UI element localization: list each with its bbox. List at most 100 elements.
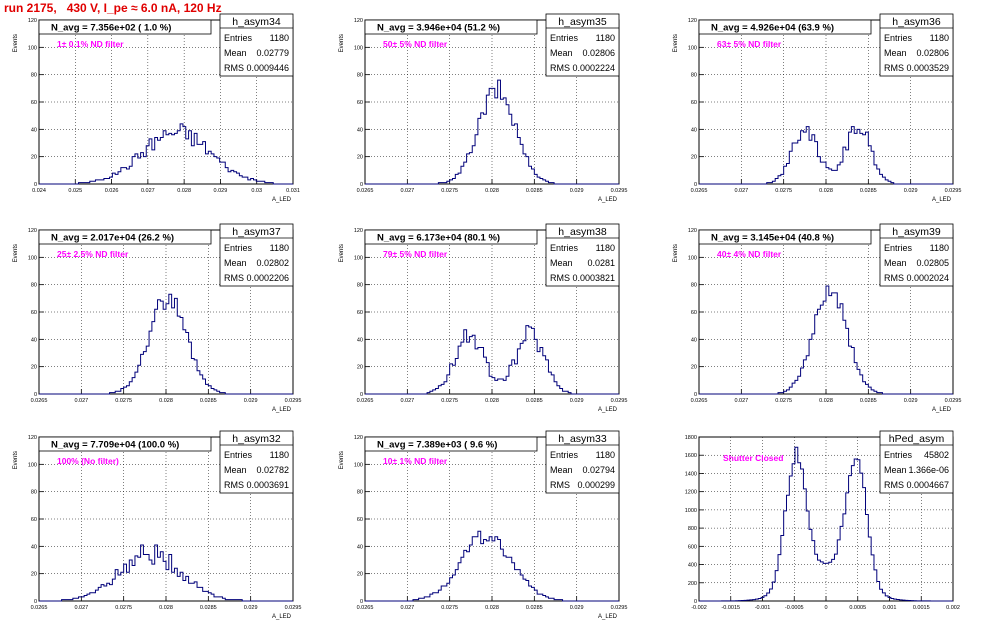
x-tick-label: 0.0005 — [849, 605, 866, 611]
histogram-panel-h_asym37: 0.0265 0.027 0.0275 0.028 0.0285 0.029 0.0295 0… — [13, 223, 302, 413]
stats-box: h_asym39 Entries 1180 Mean 0.02805 RMS 0.00020… — [879, 223, 954, 287]
x-tick-label: 0.0295 — [611, 188, 628, 194]
x-tick-label: 0.029 — [904, 188, 918, 194]
x-tick-label: 0.029 — [244, 605, 258, 611]
filter-annotation: 10± 1% ND filter — [383, 456, 448, 466]
x-axis-title: A_LED — [598, 407, 618, 413]
x-tick-label: -0.0015 — [721, 605, 740, 611]
stat-value-mean: 1.366e-06 — [908, 465, 949, 475]
navg-box: N_avg = 6.173e+04 (80.1 %) — [364, 229, 538, 245]
navg-box: N_avg = 3.946e+04 (51.2 %) — [364, 19, 538, 35]
y-tick-label: 800 — [688, 526, 697, 532]
y-tick-label: 40 — [31, 544, 37, 550]
stat-value-mean: 0.02806 — [582, 48, 615, 58]
stat-label: Entries — [884, 450, 913, 460]
stat-label: Entries — [550, 33, 579, 43]
navg-text: N_avg = 7.356e+02 ( 1.0 %) — [51, 23, 171, 34]
y-axis-title: Events — [339, 34, 345, 52]
x-tick-label: 0.031 — [286, 188, 300, 194]
x-tick-label: 0.029 — [244, 398, 258, 404]
y-tick-label: 0 — [34, 599, 37, 605]
y-axis-title: Events — [13, 451, 19, 469]
stat-label: Entries — [224, 243, 253, 253]
x-axis-title: A_LED — [272, 407, 292, 413]
stat-value-rms: 0.0003691 — [246, 480, 289, 490]
histogram-panel-h_asym32: 0.0265 0.027 0.0275 0.028 0.0285 0.029 0.0295 0… — [13, 430, 301, 620]
navg-box: N_avg = 3.145e+04 (40.8 %) — [698, 229, 872, 245]
y-tick-label: 100 — [28, 45, 37, 51]
stat-value-entries: 45802 — [924, 450, 949, 460]
stats-box: h_asym32 Entries 1180 Mean 0.02782 RMS 0.00036… — [219, 430, 294, 494]
x-tick-label: 0.0285 — [526, 188, 543, 194]
y-tick-label: 120 — [688, 18, 697, 24]
y-tick-label: 0 — [360, 182, 363, 188]
filter-annotation: 25± 2.5% ND filter — [57, 249, 129, 259]
navg-box: N_avg = 7.356e+02 ( 1.0 %) — [38, 19, 212, 35]
stat-value-mean: 0.02802 — [256, 258, 289, 268]
x-tick-label: 0.0265 — [31, 398, 48, 404]
histogram-name: h_asym35 — [558, 16, 607, 28]
stat-label: Entries — [550, 450, 579, 460]
stat-label: Mean — [550, 48, 573, 58]
histogram-name: h_asym34 — [232, 16, 281, 28]
y-tick-label: 20 — [31, 572, 37, 578]
y-tick-label: 20 — [357, 572, 363, 578]
y-tick-label: 120 — [28, 18, 37, 24]
y-tick-label: 100 — [28, 462, 37, 468]
histogram-line — [699, 126, 953, 185]
x-tick-label: 0.0265 — [691, 188, 708, 194]
stat-value-entries: 1180 — [270, 450, 289, 460]
x-tick-label: 0.0275 — [441, 605, 458, 611]
stat-value-rms: 0.0003529 — [906, 63, 949, 73]
stat-label: Entries — [224, 33, 253, 43]
navg-text: N_avg = 7.709e+04 (100.0 %) — [51, 440, 179, 451]
x-axis-title: A_LED — [272, 197, 292, 203]
y-tick-label: 1200 — [685, 490, 697, 496]
stat-value-rms: 0.0003821 — [572, 273, 615, 283]
x-tick-label: 0.027 — [400, 398, 414, 404]
stat-value-rms: 0.0009446 — [246, 63, 289, 73]
x-tick-label: 0.0295 — [945, 398, 962, 404]
filter-annotation: 63± 5% ND filter — [717, 39, 782, 49]
x-tick-label: -0.0005 — [785, 605, 804, 611]
x-tick-label: -0.001 — [755, 605, 771, 611]
x-tick-label: 0.029 — [570, 605, 584, 611]
histogram-line — [39, 293, 293, 395]
stat-label: RMS — [550, 63, 570, 73]
stats-box-frame — [219, 13, 294, 77]
x-tick-label: 0.028 — [485, 398, 499, 404]
stat-value-rms: 0.0002206 — [246, 273, 289, 283]
stat-label: RMS — [884, 480, 904, 490]
x-tick-label: 0.029 — [570, 188, 584, 194]
x-tick-label: 0.028 — [819, 188, 833, 194]
histogram-line — [699, 285, 953, 395]
x-tick-label: 0.028 — [159, 605, 173, 611]
stat-label: Entries — [550, 243, 579, 253]
x-tick-label: 0.0285 — [860, 188, 877, 194]
x-tick-label: 0.0295 — [285, 398, 302, 404]
x-tick-label: 0.028 — [177, 188, 191, 194]
x-tick-label: 0.0285 — [860, 398, 877, 404]
x-tick-label: -0.002 — [691, 605, 707, 611]
y-tick-label: 100 — [688, 255, 697, 261]
y-tick-label: 0 — [694, 182, 697, 188]
stat-value-entries: 1180 — [930, 243, 949, 253]
run-title: run 2175, 430 V, I_pe ≈ 6.0 nA, 120 Hz — [4, 1, 222, 15]
y-tick-label: 100 — [354, 45, 363, 51]
y-tick-label: 120 — [354, 435, 363, 441]
x-tick-label: 0.0265 — [357, 605, 374, 611]
navg-box-frame — [38, 229, 212, 245]
filter-annotation: 79± 5% ND filter — [383, 249, 448, 259]
y-tick-label: 200 — [688, 581, 697, 587]
y-tick-label: 80 — [357, 490, 363, 496]
y-tick-label: 60 — [357, 100, 363, 106]
stat-label: RMS — [884, 273, 904, 283]
histogram-name: hPed_asym — [889, 433, 945, 445]
stat-value-entries: 1180 — [596, 243, 615, 253]
x-axis-title: A_LED — [598, 197, 618, 203]
histogram-panel-h_asym39: 0.0265 0.027 0.0275 0.028 0.0285 0.029 0.0295 0… — [673, 223, 962, 413]
x-tick-label: 0.0285 — [526, 398, 543, 404]
x-tick-label: 0.029 — [570, 398, 584, 404]
y-tick-label: 40 — [691, 127, 697, 133]
y-tick-label: 100 — [688, 45, 697, 51]
